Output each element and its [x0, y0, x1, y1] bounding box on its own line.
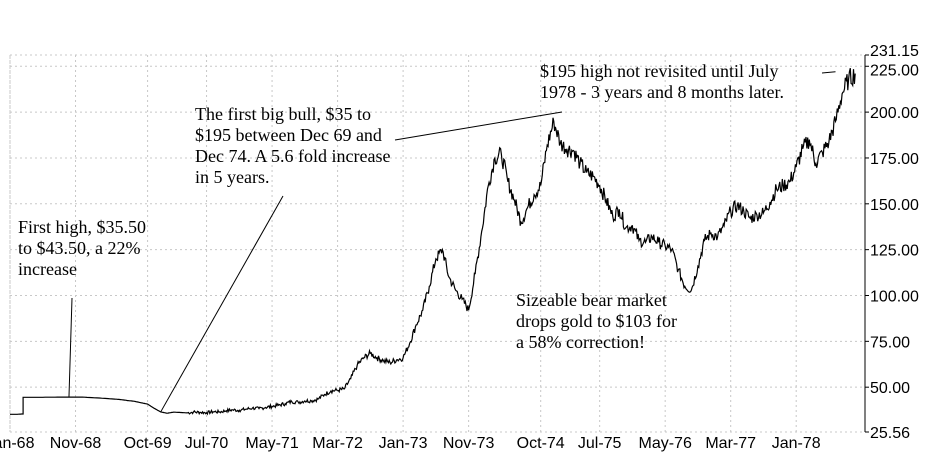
x-tick-label: Jan-73	[379, 435, 428, 452]
x-tick-label: Jul-70	[185, 435, 229, 452]
annotation-text: a 58% correction!	[516, 332, 645, 352]
y-tick-label: 150.00	[870, 197, 919, 214]
annotation-text: in 5 years.	[195, 167, 269, 187]
annotation-pointer	[160, 195, 284, 413]
x-tick-label: Mar-72	[312, 435, 363, 452]
annotation-text: Dec 74. A 5.6 fold increase	[195, 146, 390, 166]
annotation-text: $195 high not revisited until July	[540, 61, 779, 81]
grid	[9, 54, 866, 433]
y-tick-label: 231.15	[870, 43, 919, 60]
y-tick-label: 175.00	[870, 151, 919, 168]
y-tick-label: 125.00	[870, 243, 919, 260]
x-tick-label: Jan-68	[0, 435, 35, 452]
x-tick-label: Oct-74	[517, 435, 565, 452]
x-tick-label: Jul-75	[578, 435, 622, 452]
x-tick-label: Nov-73	[443, 435, 495, 452]
annotation-text: 1978 - 3 years and 8 months later.	[540, 82, 784, 102]
annotation-text: increase	[18, 259, 77, 279]
series	[10, 68, 856, 416]
x-tick-label: May-76	[638, 435, 691, 452]
y-tick-label: 225.00	[870, 62, 919, 79]
annotation-pointer	[68, 297, 73, 398]
annotation-text: Sizeable bear market	[516, 290, 667, 310]
annotation-text: to $43.50, a 22%	[18, 238, 140, 258]
axes: 25.56 50.00 75.00 100.00 125.00 150.00 175.00 2…	[0, 43, 919, 452]
y-tick-label: 100.00	[870, 288, 919, 305]
x-tick-label: Nov-68	[50, 435, 102, 452]
annotation-text: First high, $35.50	[18, 217, 146, 237]
y-tick-label: 75.00	[870, 334, 910, 351]
annotation-text: drops gold to $103 for	[516, 311, 677, 331]
annotation-text: $195 between Dec 69 and	[195, 125, 382, 145]
y-tick-label: 25.56	[870, 425, 910, 442]
x-tick-label: Jan-78	[772, 435, 821, 452]
plot-frame	[9, 54, 866, 433]
y-tick-label: 50.00	[870, 380, 910, 397]
y-tick-label: 200.00	[870, 105, 919, 122]
x-tick-label: Oct-69	[124, 435, 172, 452]
x-tick-label: Mar-77	[705, 435, 756, 452]
price-series-line	[10, 68, 856, 416]
annotation-text: The first big bull, $35 to	[195, 104, 371, 124]
annotation-pointer	[394, 111, 563, 141]
annotation-pointer	[821, 71, 836, 74]
x-tick-label: May-71	[245, 435, 298, 452]
